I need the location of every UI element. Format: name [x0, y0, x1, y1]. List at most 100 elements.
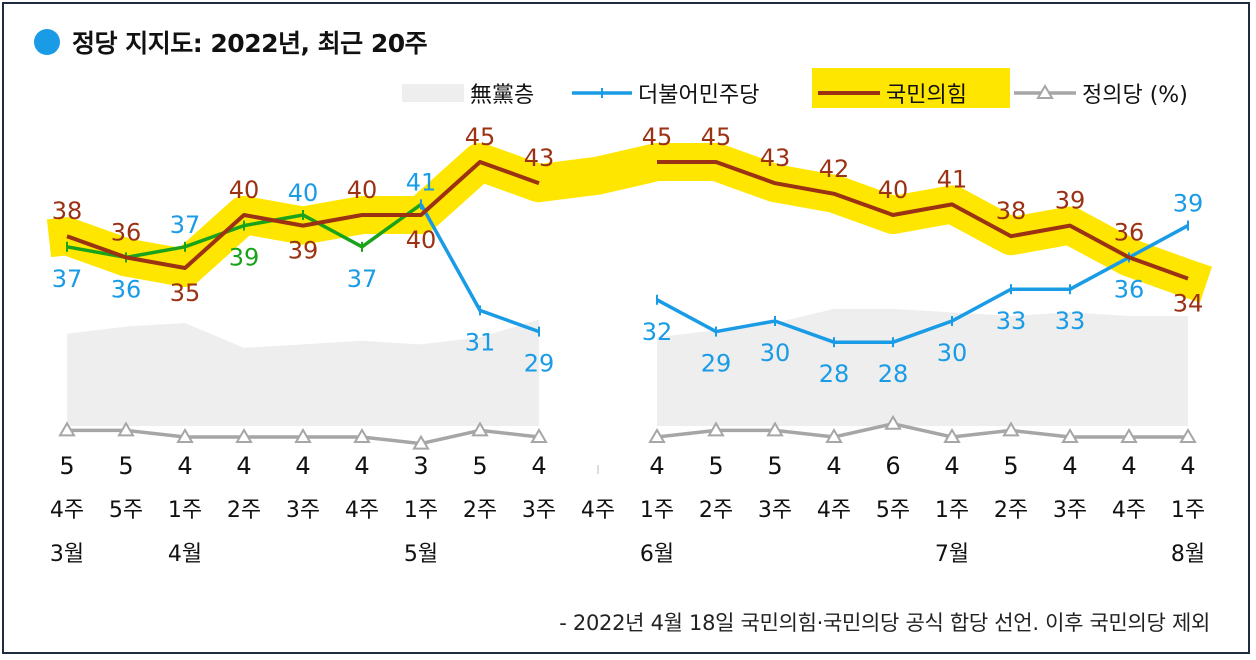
justice-label-11: 4 [649, 452, 664, 480]
justice-label-7: 3 [413, 452, 428, 480]
justice-point-6 [353, 428, 371, 443]
justice-point-4 [235, 428, 253, 443]
justice-label-13: 5 [767, 452, 782, 480]
ppp-label-18: 39 [1055, 187, 1086, 215]
week-label-9: 3주 [522, 498, 556, 523]
ppp-label-7: 40 [406, 226, 437, 254]
justice-point-13 [766, 421, 784, 437]
justice-point-1 [58, 421, 76, 437]
month-label-3: 5월 [404, 542, 438, 567]
justice-label-6: 4 [354, 452, 369, 480]
justice-point-17 [1002, 421, 1020, 437]
ppp-label-6: 40 [347, 176, 378, 204]
justice-label-12: 5 [708, 452, 723, 480]
independent-area-1 [67, 319, 539, 426]
ppp-label-20: 34 [1173, 290, 1204, 318]
justice-label-3: 4 [177, 452, 192, 480]
justice-point-19 [1120, 428, 1138, 443]
justice-label-8: 5 [472, 452, 487, 480]
minjoo-label-13: 30 [760, 339, 791, 367]
justice-label-14: 4 [826, 452, 841, 480]
justice-point-7 [412, 434, 430, 450]
title-bullet-icon [34, 29, 60, 55]
week-label-8: 2주 [463, 498, 497, 523]
justice-point-3 [176, 428, 194, 443]
legend-ppp-highlight [812, 68, 1010, 108]
ppp-label-9: 43 [524, 144, 555, 172]
week-label-16: 1주 [935, 498, 969, 523]
minjoo-label-19: 36 [1114, 275, 1145, 303]
week-label-1: 4주 [50, 498, 84, 523]
chart-title: 정당 지지도: 2022년, 최근 20주 [72, 29, 428, 58]
week-label-20: 1주 [1171, 498, 1205, 523]
week-label-18: 3주 [1053, 498, 1087, 523]
week-label-13: 3주 [758, 498, 792, 523]
ppp-highlight-band [46, 143, 1213, 303]
week-label-6: 4주 [345, 498, 379, 523]
legend-independent-swatch [402, 84, 464, 102]
justice-label-16: 4 [944, 452, 959, 480]
ppp-label-17: 38 [996, 197, 1027, 225]
justice-label-1: 5 [59, 452, 74, 480]
week-label-14: 4주 [817, 498, 851, 523]
justice-label-20: 4 [1180, 452, 1195, 480]
month-label-5: 7월 [935, 542, 969, 567]
minjoo-label-8: 31 [465, 328, 496, 356]
justice-point-14 [825, 428, 843, 443]
week-label-4: 2주 [227, 498, 261, 523]
week-label-17: 2주 [994, 498, 1028, 523]
minjoo-label-11: 32 [642, 318, 673, 346]
ppp-label-8: 45 [465, 123, 496, 151]
ppp-label-1: 38 [52, 197, 83, 225]
justice-point-2 [117, 421, 135, 437]
week-label-12: 2주 [699, 498, 733, 523]
justice-label-19: 4 [1121, 452, 1136, 480]
ppp-label-16: 41 [937, 165, 968, 193]
minjoo-label-4: 39 [229, 244, 260, 272]
justice-label-9: 4 [531, 452, 546, 480]
legend-justice-marker [1036, 84, 1054, 99]
month-label-2: 4월 [168, 542, 202, 567]
justice-label-18: 4 [1062, 452, 1077, 480]
justice-point-5 [294, 428, 312, 443]
ppp-label-12: 45 [701, 123, 732, 151]
minjoo-label-15: 28 [878, 360, 909, 388]
ppp-label-2: 36 [111, 218, 142, 246]
ppp-label-14: 42 [819, 155, 850, 183]
justice-point-9 [530, 428, 548, 443]
independent-area-2 [657, 308, 1188, 426]
minjoo-label-18: 33 [1055, 307, 1086, 335]
minjoo-label-2: 36 [111, 275, 142, 303]
legend-minjoo-label: 더불어민주당 [638, 83, 759, 108]
justice-label-4: 4 [236, 452, 251, 480]
ppp-label-5: 39 [288, 237, 319, 265]
minjoo-label-3: 37 [170, 211, 201, 239]
footnote: - 2022년 4월 18일 국민의힘·국민의당 공식 합당 선언. 이후 국민… [559, 611, 1210, 635]
minjoo-label-9: 29 [524, 350, 555, 378]
month-label-6: 8월 [1171, 542, 1205, 567]
minjoo-label-14: 28 [819, 360, 850, 388]
justice-line-2 [656, 422, 1188, 439]
week-label-3: 1주 [168, 498, 202, 523]
justice-point-18 [1061, 428, 1079, 443]
minjoo-label-6: 37 [347, 265, 378, 293]
justice-point-20 [1179, 428, 1197, 443]
minjoo-label-20: 39 [1173, 190, 1204, 218]
ppp-line-2 [657, 160, 1189, 281]
chart-title-group: 정당 지지도: 2022년, 최근 20주 [34, 24, 428, 60]
week-label-15: 5주 [876, 498, 910, 523]
legend-ppp-label: 국민의힘 [886, 83, 967, 108]
week-label-5: 3주 [286, 498, 320, 523]
minjoo-label-12: 29 [701, 350, 732, 378]
justice-point-12 [707, 421, 725, 437]
minjoo-label-16: 30 [937, 339, 968, 367]
justice-point-8 [471, 421, 489, 437]
minjoo-label-5: 40 [288, 179, 319, 207]
week-label-19: 4주 [1112, 498, 1146, 523]
justice-label-15: 6 [885, 452, 900, 480]
ppp-label-3: 35 [170, 279, 201, 307]
ppp-label-13: 43 [760, 144, 791, 172]
justice-label-17: 5 [1003, 452, 1018, 480]
week-label-7: 1주 [404, 498, 438, 523]
